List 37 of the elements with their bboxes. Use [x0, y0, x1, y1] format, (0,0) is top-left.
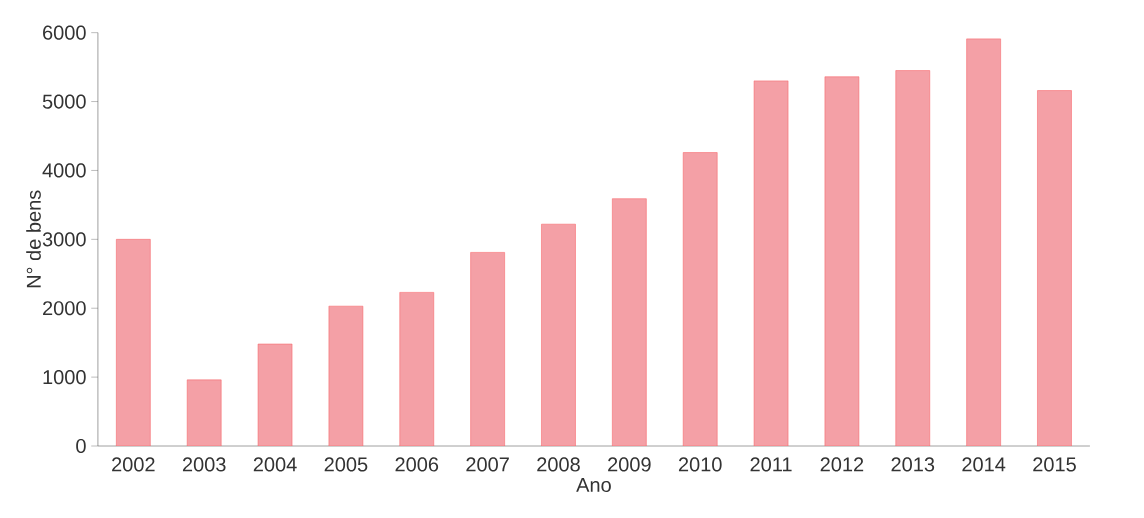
- y-axis-title: N° de bens: [26, 190, 41, 288]
- y-tick-label: 6000: [43, 25, 86, 40]
- y-tick-label: 3000: [42, 232, 86, 247]
- x-tick-label: 2005: [324, 457, 368, 472]
- bar: [753, 80, 789, 446]
- bar: [541, 223, 576, 446]
- y-tick-label: 0: [76, 438, 86, 454]
- bar: [328, 305, 364, 446]
- x-tick-label: 2008: [537, 457, 580, 472]
- y-tick-label: 2000: [43, 301, 86, 316]
- bar: [257, 343, 293, 446]
- y-tick-label: 5000: [42, 94, 86, 109]
- x-tick-label: 2007: [466, 457, 509, 472]
- x-tick-label: 2010: [678, 457, 722, 472]
- bar: [470, 252, 505, 446]
- y-tick-label: 4000: [42, 163, 86, 178]
- bar: [966, 38, 1001, 446]
- x-tick-label: 2011: [750, 457, 792, 472]
- bar: [682, 152, 718, 446]
- y-tick-label: 1000: [43, 370, 86, 385]
- bar: [824, 76, 860, 446]
- x-tick-label: 2015: [1033, 457, 1076, 472]
- x-tick-label: 2006: [395, 457, 439, 472]
- bar: [186, 379, 222, 446]
- x-tick-label: 2004: [253, 457, 297, 472]
- x-tick-label: 2014: [962, 457, 1006, 472]
- bar: [895, 70, 931, 446]
- bar: [399, 292, 435, 446]
- x-tick-label: 2002: [112, 457, 155, 472]
- x-tick-label: 2009: [608, 457, 651, 472]
- x-tick-label: 2003: [182, 457, 226, 472]
- bar: [612, 198, 647, 446]
- bar: [116, 239, 151, 446]
- x-tick-label: 2012: [820, 457, 864, 472]
- bar: [1037, 90, 1072, 446]
- x-axis-title: Ano: [576, 478, 611, 492]
- x-tick-label: 2013: [891, 457, 935, 472]
